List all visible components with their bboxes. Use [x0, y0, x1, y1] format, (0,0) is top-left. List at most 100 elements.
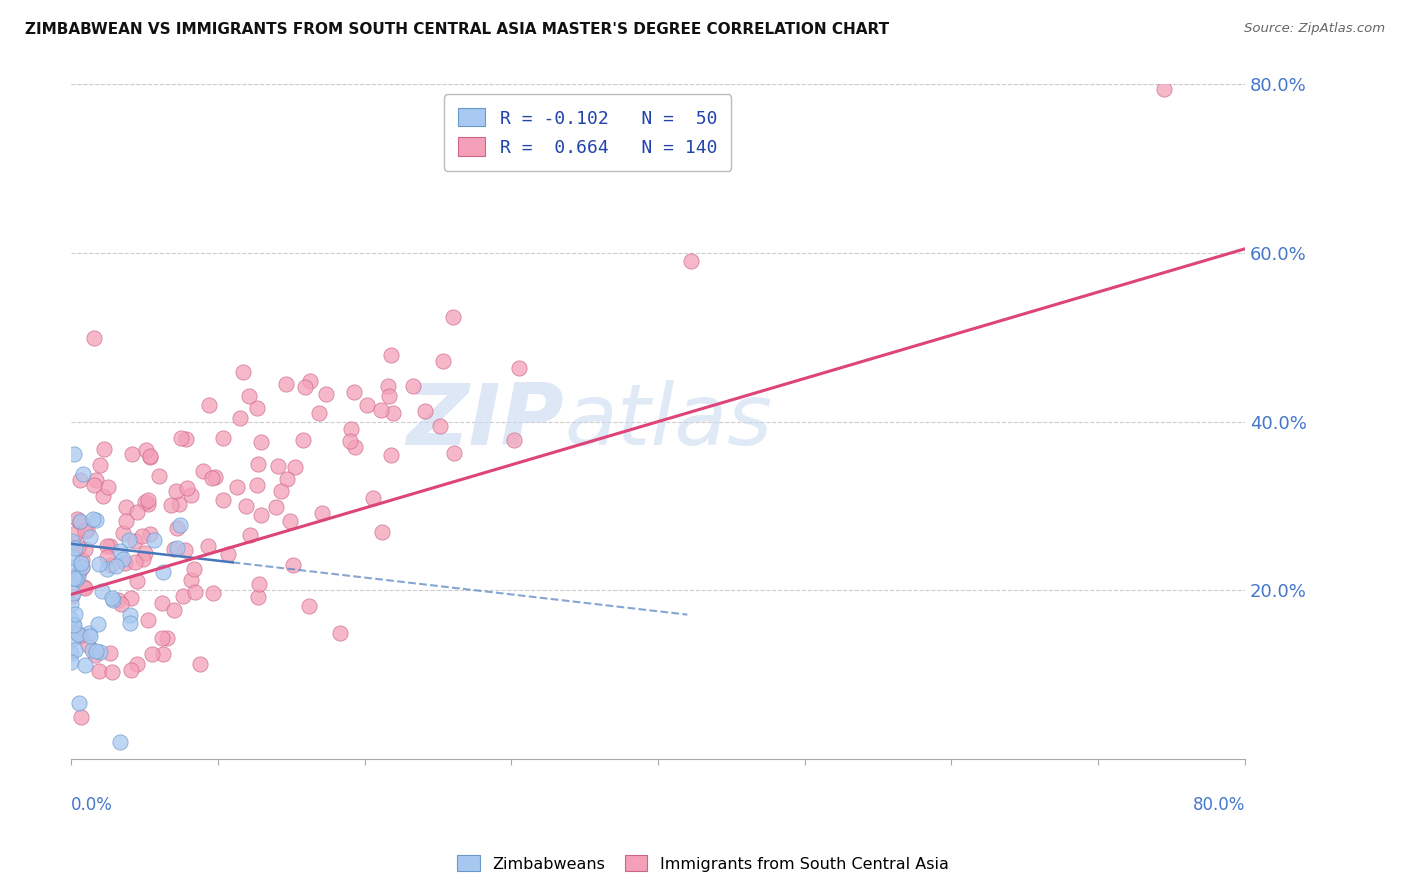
Point [79, 530, 101, 544]
Point [89, 645, 111, 659]
Point [83, 477, 105, 491]
Point [60, 535, 83, 549]
Point [112, 525, 135, 540]
Point [63, 571, 86, 585]
Point [311, 506, 333, 520]
Text: ZIMBABWEAN VS IMMIGRANTS FROM SOUTH CENTRAL ASIA MASTER'S DEGREE CORRELATION CHA: ZIMBABWEAN VS IMMIGRANTS FROM SOUTH CENT… [25, 22, 890, 37]
Point [65, 642, 87, 657]
Point [66, 540, 89, 554]
Point [169, 518, 191, 533]
Point [246, 401, 269, 415]
Point [82, 512, 104, 526]
Point [132, 552, 155, 566]
Point [138, 497, 160, 511]
Point [250, 508, 273, 522]
Point [67, 570, 90, 584]
Point [89, 557, 111, 571]
Point [79, 629, 101, 643]
Point [188, 657, 211, 671]
Point [142, 533, 165, 547]
Point [73, 524, 96, 539]
Point [441, 310, 464, 324]
Point [339, 434, 361, 448]
Point [217, 547, 239, 561]
Point [77, 625, 100, 640]
Point [225, 479, 247, 493]
Point [294, 380, 316, 394]
Point [96, 480, 118, 494]
Point [83, 331, 105, 345]
Point [176, 481, 198, 495]
Point [298, 374, 321, 388]
Point [67, 696, 90, 710]
Point [163, 541, 186, 556]
Point [1153, 81, 1175, 95]
Point [134, 495, 156, 509]
Point [80, 643, 103, 657]
Point [356, 398, 378, 412]
Point [73, 541, 96, 556]
Point [183, 585, 205, 599]
Point [415, 404, 437, 418]
Point [165, 483, 187, 498]
Point [101, 592, 124, 607]
Point [110, 597, 132, 611]
Point [172, 589, 194, 603]
Point [100, 558, 122, 572]
Point [229, 410, 252, 425]
Point [443, 446, 465, 460]
Point [276, 472, 298, 486]
Point [98, 646, 121, 660]
Point [211, 431, 233, 445]
Point [70, 628, 93, 642]
Point [136, 613, 159, 627]
Point [267, 459, 290, 474]
Point [70, 557, 93, 571]
Point [508, 361, 530, 376]
Point [62, 632, 84, 646]
Point [118, 615, 141, 630]
Point [63, 446, 86, 460]
Point [191, 464, 214, 478]
Point [107, 593, 129, 607]
Point [363, 491, 385, 505]
Point [503, 434, 526, 448]
Point [315, 387, 337, 401]
Point [70, 560, 93, 574]
Point [84, 513, 107, 527]
Point [343, 384, 366, 399]
Point [66, 512, 89, 526]
Point [63, 618, 86, 632]
Point [264, 500, 287, 514]
Point [308, 406, 330, 420]
Point [166, 521, 188, 535]
Point [232, 365, 254, 379]
Point [65, 525, 87, 540]
Point [202, 585, 225, 599]
Point [121, 446, 143, 460]
Point [380, 348, 402, 362]
Point [152, 648, 174, 662]
Point [87, 664, 110, 678]
Point [83, 648, 105, 663]
Point [163, 603, 186, 617]
Point [124, 555, 146, 569]
Point [73, 580, 96, 594]
Point [239, 527, 262, 541]
Point [329, 626, 352, 640]
Point [183, 562, 205, 576]
Point [382, 406, 405, 420]
Point [124, 533, 146, 548]
Point [72, 553, 94, 567]
Point [118, 533, 141, 548]
Point [60, 646, 83, 660]
Point [278, 514, 301, 528]
Text: 80.0%: 80.0% [1192, 796, 1244, 814]
Point [69, 473, 91, 487]
Point [127, 657, 149, 671]
Point [136, 492, 159, 507]
Point [291, 433, 314, 447]
Point [150, 632, 173, 646]
Point [104, 558, 127, 573]
Legend: R = -0.102   N =  50, R =  0.664   N = 140: R = -0.102 N = 50, R = 0.664 N = 140 [444, 95, 731, 171]
